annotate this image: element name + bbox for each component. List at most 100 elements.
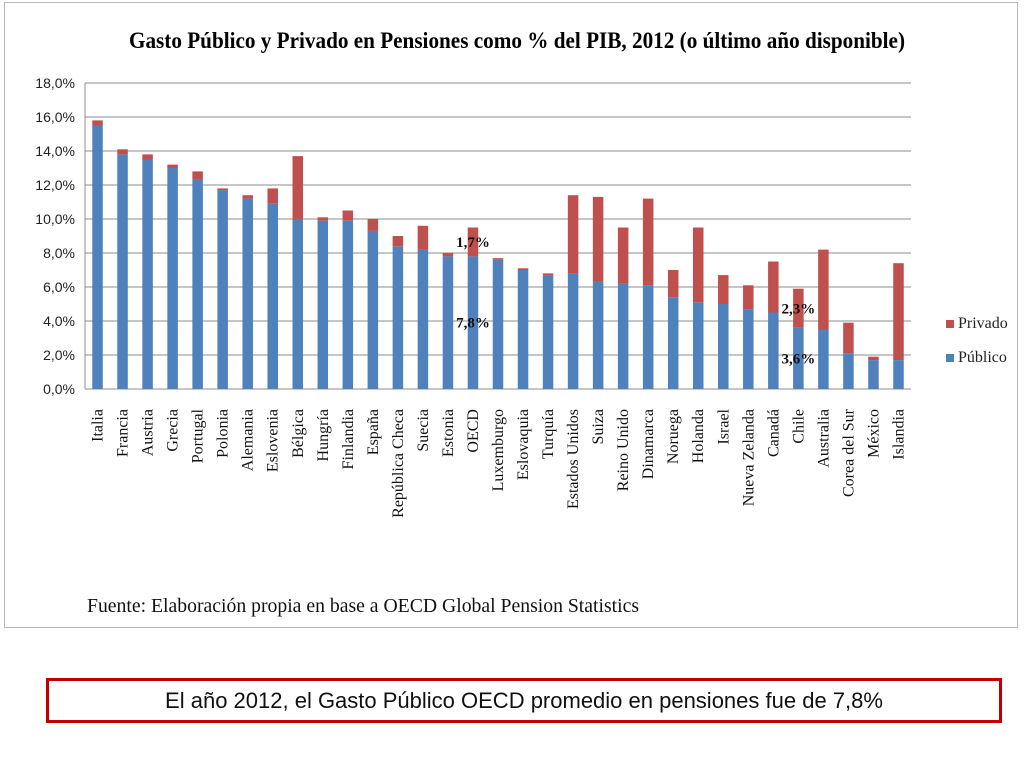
bar-publico	[667, 297, 679, 389]
x-tick-label: México	[865, 409, 882, 458]
y-tick-label: 0,0%	[43, 381, 75, 397]
x-tick-label: Nueva Zelanda	[740, 409, 757, 506]
bar-publico	[768, 312, 779, 389]
x-tick-label: Finlandia	[340, 409, 357, 469]
x-tick-label: Holanda	[690, 409, 707, 463]
bar-privado	[542, 273, 554, 276]
x-tick-label: Suiza	[590, 409, 607, 445]
bar-publico	[117, 154, 128, 389]
bar-privado	[692, 227, 704, 303]
bar-publico	[692, 302, 704, 389]
bar-publico	[793, 327, 804, 389]
x-tick-label: Hungría	[315, 409, 332, 461]
x-tick-label: República Checa	[390, 409, 407, 518]
y-tick-label: 2,0%	[43, 347, 75, 363]
data-label: 7,8%	[456, 316, 490, 332]
x-tick-label: Estonia	[440, 409, 457, 457]
bar-privado	[492, 258, 504, 260]
bar-publico	[467, 256, 479, 389]
bar-publico	[542, 275, 554, 389]
x-tick-label: Noruega	[665, 409, 682, 464]
y-tick-label: 18,0%	[35, 75, 75, 91]
x-tick-label: Bélgica	[290, 409, 307, 458]
caption-box: El año 2012, el Gasto Público OECD prome…	[46, 678, 1002, 723]
bar-privado	[92, 120, 103, 126]
bar-publico	[242, 198, 253, 389]
bar-publico	[142, 159, 153, 389]
legend: Privado Público	[946, 315, 1008, 366]
bar-privado	[843, 322, 854, 354]
x-tick-label: Estados Unidos	[565, 409, 582, 509]
bar-publico	[718, 304, 729, 389]
bar-publico	[317, 220, 329, 389]
bar-publico	[492, 259, 504, 389]
bar-publico	[192, 179, 203, 389]
bar-privado	[367, 219, 379, 231]
x-tick-label: Suecia	[415, 409, 432, 452]
bar-privado	[192, 171, 203, 180]
bar-publico	[442, 256, 454, 389]
bar-privado	[467, 227, 479, 257]
bar-privado	[417, 225, 429, 250]
x-tick-label: Islandia	[890, 409, 907, 460]
y-tick-label: 4,0%	[43, 313, 75, 329]
y-tick-label: 10,0%	[35, 211, 75, 227]
bar-publico	[592, 281, 604, 389]
x-tick-label: Eslovaquia	[515, 409, 532, 480]
bar-privado	[267, 188, 278, 204]
y-tick-label: 12,0%	[35, 177, 75, 193]
x-tick-label: España	[365, 409, 382, 455]
chart: Gasto Público y Privado en Pensiones com…	[35, 28, 1008, 617]
data-label: 3,6%	[781, 351, 815, 367]
data-label: 1,7%	[456, 235, 490, 251]
chart-title: Gasto Público y Privado en Pensiones com…	[129, 28, 905, 53]
y-tick-label: 8,0%	[43, 245, 75, 261]
bar-privado	[592, 196, 604, 282]
bar-privado	[317, 217, 329, 221]
legend-label: Público	[958, 349, 1007, 366]
bar-privado	[667, 270, 679, 298]
bar-publico	[868, 360, 879, 389]
bar-publico	[517, 270, 529, 389]
bars	[92, 120, 904, 389]
x-tick-label: Chile	[790, 409, 807, 444]
bar-publico	[818, 329, 829, 389]
bar-privado	[818, 249, 829, 330]
bar-publico	[217, 190, 228, 389]
bar-privado	[242, 195, 253, 199]
bar-privado	[893, 263, 904, 361]
x-tick-label: Canadá	[765, 409, 782, 457]
bar-privado	[793, 288, 804, 328]
bar-privado	[617, 227, 629, 284]
caption-text: El año 2012, el Gasto Público OECD prome…	[165, 687, 883, 713]
x-tick-label: Italia	[90, 409, 107, 442]
bar-publico	[743, 309, 754, 389]
y-tick-label: 6,0%	[43, 279, 75, 295]
bar-privado	[292, 156, 304, 219]
y-axis-ticks: 0,0% 2,0% 4,0% 6,0% 8,0% 10,0% 12,0% 14,0% 16,0%…	[35, 75, 75, 397]
x-tick-label: OECD	[465, 409, 482, 453]
bar-publico	[617, 283, 629, 389]
data-label: 2,3%	[781, 301, 815, 317]
x-tick-label: Alemania	[240, 409, 257, 471]
bar-publico	[342, 220, 354, 389]
bar-publico	[642, 285, 654, 389]
annotations: 1,7% 7,8% 2,3% 3,6%	[456, 235, 815, 367]
bar-publico	[167, 168, 178, 389]
bar-publico	[567, 273, 579, 389]
bar-privado	[743, 285, 754, 310]
bar-privado	[342, 210, 354, 221]
legend-label: Privado	[958, 315, 1008, 332]
bar-publico	[92, 125, 103, 389]
x-tick-label: Corea del Sur	[840, 408, 857, 497]
bar-privado	[768, 261, 779, 313]
x-tick-label: Francia	[115, 409, 132, 457]
x-tick-label: Turquía	[540, 409, 557, 459]
bar-privado	[442, 253, 454, 257]
x-tick-label: Dinamarca	[640, 409, 657, 479]
x-tick-label: Australia	[815, 409, 832, 468]
bar-publico	[292, 219, 304, 389]
bar-privado	[167, 164, 178, 168]
bar-privado	[642, 198, 654, 286]
bar-privado	[868, 356, 879, 361]
